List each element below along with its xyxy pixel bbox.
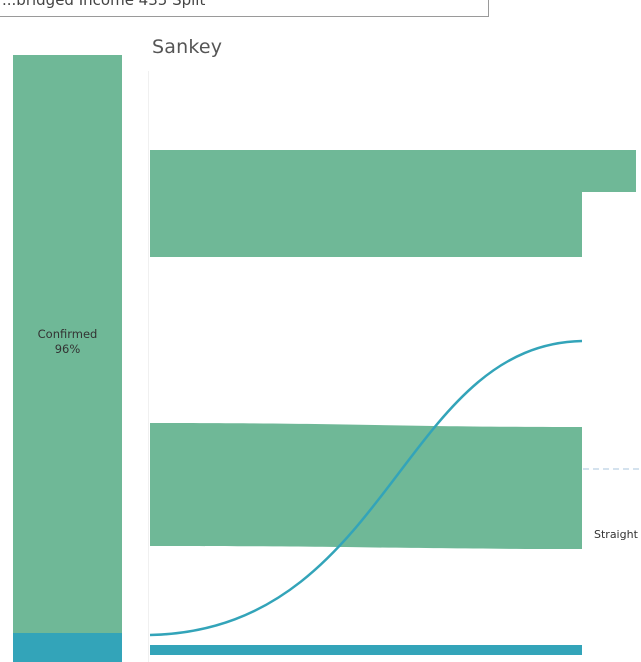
- flow-band-top-extension[interactable]: [582, 150, 636, 192]
- confirmed-segment[interactable]: [13, 55, 122, 633]
- flow-curve[interactable]: [149, 339, 583, 637]
- confirmed-label-percent: 96%: [54, 342, 81, 356]
- sheet-title: Sankey: [152, 36, 223, 58]
- right-node-label: Straight (: [594, 528, 641, 541]
- top-banner-text: ...bridged Income 435 Split: [2, 0, 206, 9]
- top-banner: ...bridged Income 435 Split: [0, 0, 489, 17]
- axis-divider: [148, 71, 149, 662]
- confirmed-label-name: Confirmed: [37, 327, 98, 341]
- flow-band-top[interactable]: [150, 150, 582, 257]
- left-stacked-bar[interactable]: Confirmed 96%: [13, 55, 122, 662]
- confirmed-label: Confirmed 96%: [13, 327, 122, 357]
- other-segment[interactable]: [13, 633, 122, 662]
- flow-band-bottom[interactable]: [150, 645, 582, 655]
- flow-band-middle[interactable]: [150, 423, 582, 549]
